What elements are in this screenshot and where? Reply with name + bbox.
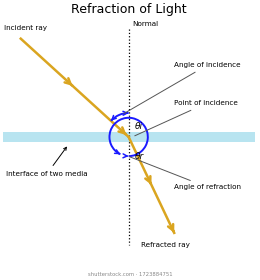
Text: Angle of refraction: Angle of refraction [129,157,241,190]
Text: Incident ray: Incident ray [4,25,47,31]
Title: Refraction of Light: Refraction of Light [71,3,186,16]
Text: Normal: Normal [132,21,158,27]
Text: Point of incidence: Point of incidence [135,101,238,136]
Text: θr: θr [135,151,144,160]
Text: Angle of incidence: Angle of incidence [124,62,241,114]
Text: Interface of two media: Interface of two media [6,147,88,176]
Text: θi: θi [135,122,143,130]
Text: shutterstock.com · 1723884751: shutterstock.com · 1723884751 [88,272,172,277]
Text: Refracted ray: Refracted ray [141,242,190,248]
